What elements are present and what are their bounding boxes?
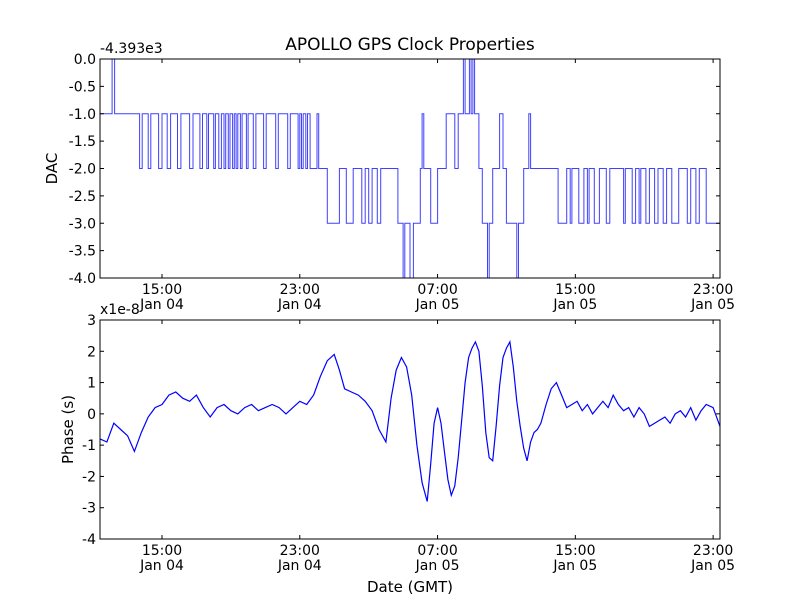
phase-y-tick-label: 3 — [87, 313, 96, 329]
phase-x-tick-date: Jan 04 — [277, 558, 322, 574]
dac-offset-label: -4.393e3 — [100, 41, 163, 57]
figure: APOLLO GPS Clock Properties 0.0 -0.5 -1.0 -… — [0, 0, 800, 600]
dac-x-tick-time: 23:00 — [280, 282, 320, 298]
phase-x-tick-time: 23:00 — [693, 543, 733, 559]
phase-offset-label: x1e-8 — [100, 302, 140, 318]
phase-y-axis-label: Phase (s) — [59, 395, 77, 464]
dac-x-tick-date: Jan 04 — [139, 297, 184, 313]
dac-x-tick-date: Jan 05 — [552, 297, 597, 313]
phase-y-tick-label: 1 — [87, 376, 96, 392]
phase-y-tick-label: -3 — [82, 501, 96, 517]
phase-x-tick-date: Jan 05 — [415, 558, 460, 574]
phase-x-tick-time: 15:00 — [142, 543, 182, 559]
phase-x-tick-time: 15:00 — [555, 543, 595, 559]
phase-y-tick-label: -4 — [82, 532, 96, 548]
phase-x-tick-time: 23:00 — [280, 543, 320, 559]
dac-y-tick-label: -1.0 — [69, 107, 96, 123]
dac-x-tick-date: Jan 04 — [277, 297, 322, 313]
dac-y-tick-label: -4.0 — [69, 271, 96, 287]
dac-y-tick-label: -0.5 — [69, 79, 96, 95]
dac-x-tick-date: Jan 05 — [690, 297, 735, 313]
dac-y-tick-label: -3.5 — [69, 244, 96, 260]
chart-title: APOLLO GPS Clock Properties — [285, 35, 535, 55]
dac-y-tick-label: -2.5 — [69, 189, 96, 205]
dac-x-tick-time: 15:00 — [555, 282, 595, 298]
dac-y-tick-label: 0.0 — [74, 52, 96, 68]
phase-x-tick-date: Jan 05 — [690, 558, 735, 574]
phase-y-tick-label: -1 — [82, 438, 96, 454]
dac-x-tick-time: 23:00 — [693, 282, 733, 298]
phase-y-tick-label: 0 — [87, 407, 96, 423]
dac-y-axis-label: DAC — [43, 153, 61, 185]
dac-y-tick-label: -2.0 — [69, 162, 96, 178]
phase-x-tick-time: 07:00 — [417, 543, 457, 559]
phase-x-tick-date: Jan 05 — [552, 558, 597, 574]
phase-x-axis-label: Date (GMT) — [367, 578, 453, 596]
phase-y-tick-label: -2 — [82, 469, 96, 485]
dac-x-tick-date: Jan 05 — [415, 297, 460, 313]
phase-y-tick-label: 2 — [87, 344, 96, 360]
figure-background — [0, 0, 800, 600]
phase-x-tick-date: Jan 04 — [139, 558, 184, 574]
dac-x-tick-time: 07:00 — [417, 282, 457, 298]
dac-y-tick-label: -3.0 — [69, 216, 96, 232]
dac-x-tick-time: 15:00 — [142, 282, 182, 298]
dac-y-tick-label: -1.5 — [69, 134, 96, 150]
